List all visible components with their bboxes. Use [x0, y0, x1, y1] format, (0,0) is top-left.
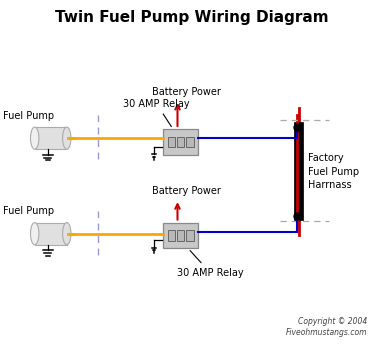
Text: Twin Fuel Pump Wiring Diagram: Twin Fuel Pump Wiring Diagram — [55, 10, 329, 26]
Text: Battery Power: Battery Power — [152, 87, 221, 97]
Bar — [167, 230, 175, 241]
Bar — [163, 129, 198, 155]
Text: Fuel Pump: Fuel Pump — [3, 206, 54, 216]
Text: Battery Power: Battery Power — [152, 186, 221, 196]
Ellipse shape — [30, 127, 39, 149]
Ellipse shape — [30, 223, 39, 245]
Bar — [186, 137, 194, 147]
Text: Fuel Pump: Fuel Pump — [3, 111, 54, 121]
Bar — [177, 230, 184, 241]
Bar — [35, 127, 67, 149]
Bar — [163, 223, 198, 248]
Bar — [186, 230, 194, 241]
Bar — [177, 137, 184, 147]
Ellipse shape — [63, 223, 71, 245]
Bar — [35, 223, 67, 245]
Text: 30 AMP Relay: 30 AMP Relay — [177, 250, 243, 278]
Ellipse shape — [63, 127, 71, 149]
Bar — [167, 137, 175, 147]
Text: Factory
Fuel Pump
Harrnass: Factory Fuel Pump Harrnass — [308, 153, 359, 190]
Text: Copyright © 2004
Fiveohmustangs.com: Copyright © 2004 Fiveohmustangs.com — [286, 317, 367, 337]
Text: 30 AMP Relay: 30 AMP Relay — [123, 99, 190, 127]
